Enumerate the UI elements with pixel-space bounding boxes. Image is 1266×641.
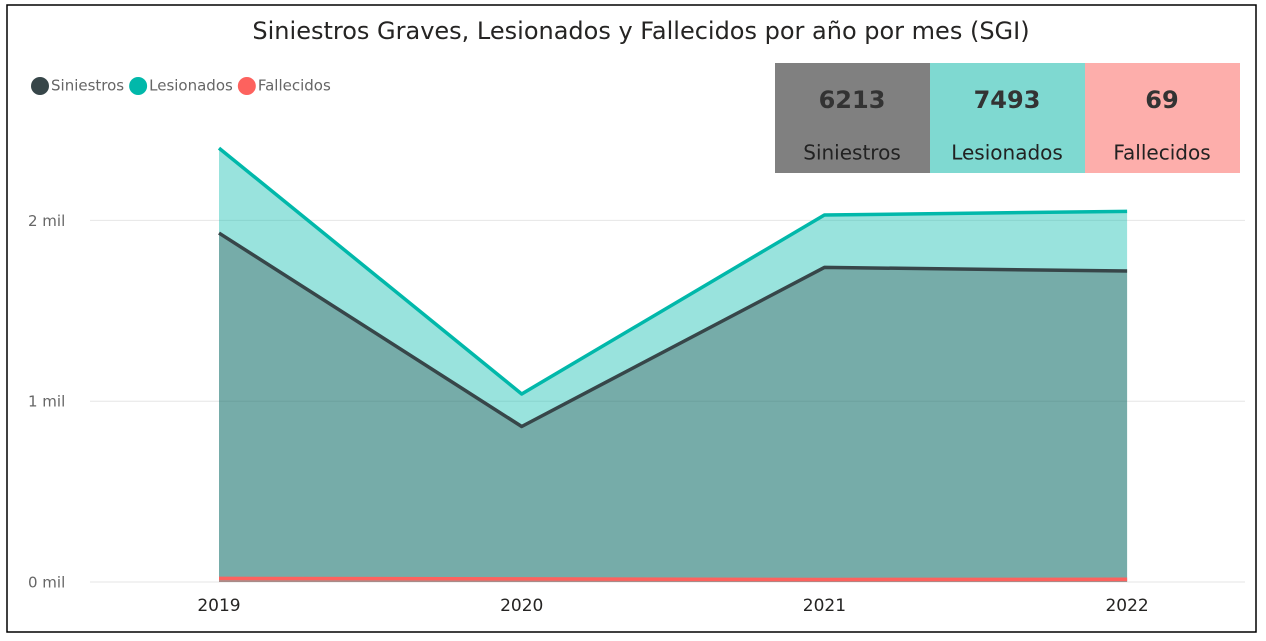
area — [219, 233, 1128, 582]
kpi-value: 7493 — [974, 86, 1041, 114]
x-tick-label: 2019 — [197, 596, 240, 616]
x-tick-label: 2021 — [803, 596, 846, 616]
kpi-label: Lesionados — [951, 141, 1063, 165]
kpi-label: Siniestros — [803, 141, 901, 165]
kpi-card — [930, 63, 1085, 173]
chart-title: Siniestros Graves, Lesionados y Fallecid… — [252, 17, 1029, 45]
legend-label: Fallecidos — [258, 77, 331, 95]
legend-label: Siniestros — [51, 77, 124, 95]
line — [218, 576, 1128, 582]
area — [219, 148, 1128, 582]
kpi-value: 6213 — [819, 86, 886, 114]
legend-swatch — [237, 77, 256, 95]
y-tick-label: 2 mil — [28, 212, 65, 230]
y-tick-label: 0 mil — [28, 574, 65, 592]
kpi-value: 69 — [1145, 86, 1178, 114]
line — [217, 146, 1128, 396]
kpi-label: Fallecidos — [1113, 141, 1210, 165]
x-tick-label: 2022 — [1105, 596, 1148, 616]
legend-swatch — [31, 77, 49, 95]
line — [218, 231, 1128, 429]
y-tick-label: 1 mil — [28, 393, 65, 411]
legend-label: Lesionados — [149, 77, 233, 95]
x-tick-label: 2020 — [500, 596, 543, 616]
kpi-card — [1085, 63, 1240, 173]
kpi-card — [775, 63, 930, 173]
legend-swatch — [129, 77, 148, 95]
